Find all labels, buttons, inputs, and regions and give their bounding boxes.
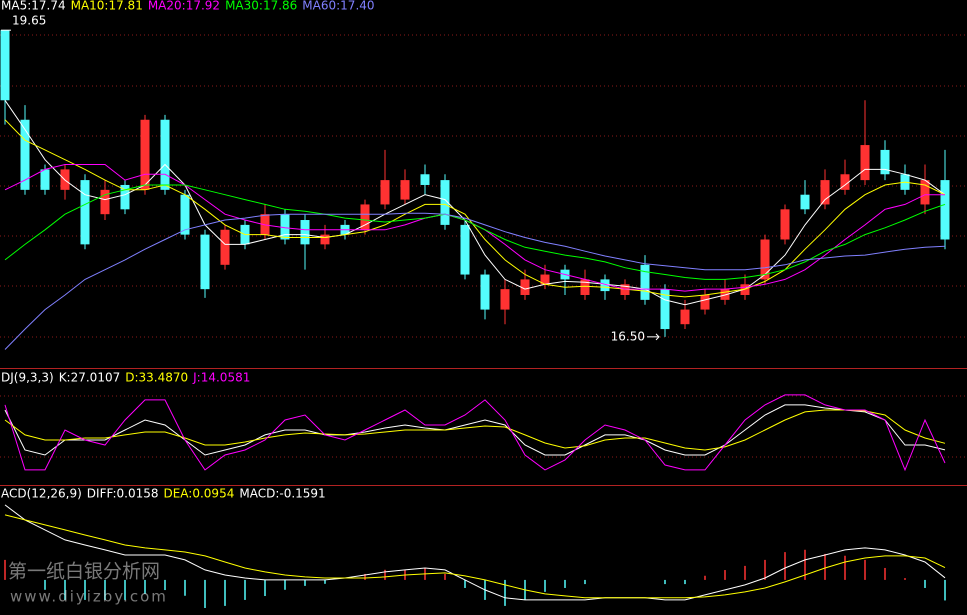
candle-body xyxy=(120,184,130,210)
candle-body xyxy=(80,180,90,245)
candle-body xyxy=(380,180,390,205)
legend-entry: K:27.0107 xyxy=(59,371,121,385)
legend-entry: J:14.0581 xyxy=(192,371,250,385)
candle-body xyxy=(740,284,750,295)
candle-body xyxy=(540,274,550,285)
watermark: 第一纸白银分析网 www.diyizby.com xyxy=(8,561,168,606)
indicator-title: DJ(9,3,3) xyxy=(1,371,54,385)
min-arrow xyxy=(655,333,660,341)
candle-body xyxy=(180,194,190,235)
candle-body xyxy=(400,180,410,200)
series-line xyxy=(4,514,946,599)
candle-body xyxy=(20,119,30,190)
series-line xyxy=(4,184,946,280)
series-line xyxy=(4,212,946,350)
candle-body xyxy=(140,119,150,190)
candle-body xyxy=(600,279,610,292)
series-line xyxy=(4,409,946,451)
candle-body xyxy=(760,239,770,280)
series-line xyxy=(4,394,946,472)
min-label: 16.50 xyxy=(611,329,645,343)
candle-body xyxy=(160,119,170,190)
legend-entry: MA10:17.81 xyxy=(71,0,143,13)
candle-body xyxy=(700,294,710,310)
series-line xyxy=(4,504,946,601)
candle-body xyxy=(320,234,330,245)
series-line xyxy=(4,404,946,456)
candle-body xyxy=(480,274,490,310)
legend-entry: DEA:0.0954 xyxy=(163,487,234,501)
candle-body xyxy=(460,224,470,275)
candle-body xyxy=(820,180,830,205)
candle-body xyxy=(360,204,370,230)
watermark-title: 第一纸白银分析网 xyxy=(8,561,160,583)
legend-entry: MA20:17.92 xyxy=(148,0,220,13)
candle-body xyxy=(620,284,630,295)
candle-body xyxy=(880,149,890,175)
candle-body xyxy=(800,194,810,210)
legend-entry: D:33.4870 xyxy=(125,371,188,385)
legend-entry: MA60:17.40 xyxy=(302,0,374,13)
candle-body xyxy=(220,229,230,265)
candle-body xyxy=(0,30,10,101)
candle-body xyxy=(300,220,310,245)
candle-body xyxy=(920,180,930,205)
candle-body xyxy=(860,145,870,181)
legend-entry: MA30:17.86 xyxy=(225,0,297,13)
candle-body xyxy=(520,279,530,295)
series-line xyxy=(4,100,946,306)
candle-body xyxy=(580,279,590,295)
candle-body xyxy=(40,169,50,190)
watermark-url: www.diyizby.com xyxy=(10,588,168,606)
candle-body xyxy=(100,189,110,215)
candle-body xyxy=(780,209,790,240)
indicator-title: ACD(12,26,9) xyxy=(1,487,82,501)
max-label: 19.65 xyxy=(12,14,46,28)
legend-entry: MA5:17.74 xyxy=(1,0,66,13)
candle-body xyxy=(280,214,290,240)
legend-entry: DIFF:0.0158 xyxy=(87,487,159,501)
series-line xyxy=(4,119,946,298)
candle-body xyxy=(440,180,450,225)
candle-body xyxy=(200,234,210,290)
candle-body xyxy=(640,264,650,300)
candle-body xyxy=(940,180,950,240)
legend-entry: MACD:-0.1591 xyxy=(239,487,325,501)
candle-body xyxy=(680,309,690,325)
candle-body xyxy=(840,174,850,190)
candle-body xyxy=(500,289,510,310)
candle-body xyxy=(660,289,670,330)
candle-body xyxy=(420,174,430,185)
